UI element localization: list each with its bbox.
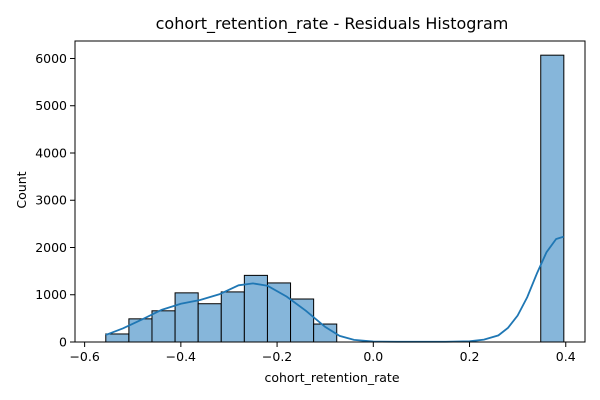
x-tick-label: −0.6 [69, 349, 99, 364]
x-tick-label: −0.4 [166, 349, 196, 364]
y-axis-label: Count [14, 171, 29, 208]
y-tick-label: 3000 [35, 193, 67, 208]
histogram-bar-10 [540, 54, 565, 343]
histogram-bar-0 [105, 333, 130, 343]
histogram-bar-2 [151, 310, 176, 343]
x-tick-label: 0.0 [363, 349, 383, 364]
y-tick-label: 4000 [35, 145, 67, 160]
plot-frame [74, 40, 586, 343]
x-tick-label: 0.2 [460, 349, 480, 364]
x-axis-label: cohort_retention_rate [264, 370, 399, 385]
plot-area: −0.6 −0.4 −0.2 0.0 0.2 0.4 0 1000 2000 3000 4000 50… [35, 40, 586, 364]
histogram-bar-1 [128, 318, 153, 343]
histogram-bar-4 [197, 303, 222, 343]
histogram-bar-8 [290, 298, 315, 343]
chart-title: cohort_retention_rate - Residuals Histog… [156, 14, 509, 34]
histogram-bar-5 [220, 291, 245, 343]
y-tick-label: 2000 [35, 240, 67, 255]
y-tick-label: 6000 [35, 51, 67, 66]
x-tick-label: 0.4 [556, 349, 576, 364]
y-tick-label: 1000 [35, 287, 67, 302]
x-tick-label: −0.2 [262, 349, 292, 364]
y-tick-label: 0 [59, 335, 67, 350]
kde-curve [105, 235, 565, 343]
y-tick-label: 5000 [35, 98, 67, 113]
